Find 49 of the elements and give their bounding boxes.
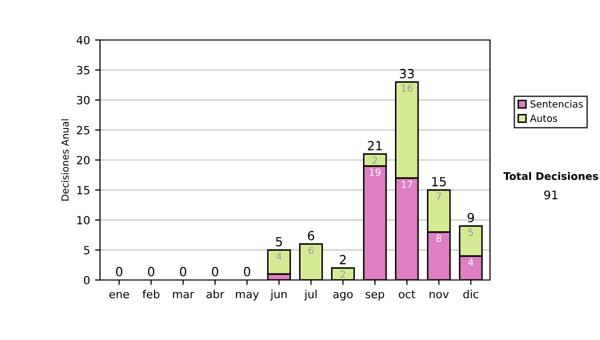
data-label: 4 <box>468 258 474 266</box>
x-tick-label: ene <box>109 292 129 298</box>
data-label: 5 <box>468 228 474 236</box>
total-label: 21 <box>368 140 382 150</box>
y-tick-label: 40 <box>76 36 90 44</box>
total-label: 15 <box>432 177 446 186</box>
total-label: 0 <box>180 266 186 276</box>
data-label: 7 <box>436 192 442 200</box>
total-label: 6 <box>308 230 314 240</box>
data-label: 6 <box>308 246 314 254</box>
y-tick-label: 30 <box>76 96 90 104</box>
x-tick-label: oct <box>398 290 416 298</box>
total-label: 5 <box>276 237 282 246</box>
data-label: 2 <box>372 156 378 164</box>
y-tick-label: 0 <box>84 276 90 284</box>
total-label: 0 <box>244 266 250 276</box>
total-label: 9 <box>468 212 474 222</box>
y-tick-label: 15 <box>77 186 90 194</box>
x-tick-label: feb <box>142 290 160 298</box>
data-label: 17 <box>402 180 412 188</box>
y-tick-label: 25 <box>76 126 90 134</box>
data-label: 16 <box>402 84 412 92</box>
x-tick-label: may <box>236 292 259 300</box>
x-tick-label: dic <box>463 290 478 298</box>
total-label: 33 <box>400 68 414 78</box>
legend-label: Sentencias <box>530 100 583 108</box>
total-label: 0 <box>148 266 154 276</box>
data-label: 4 <box>276 252 282 260</box>
text: 91 <box>544 190 558 200</box>
total-label: 0 <box>116 266 122 276</box>
y-tick-label: 20 <box>76 156 90 164</box>
x-tick-label: nov <box>430 292 449 298</box>
text: Total Decisiones <box>503 172 598 180</box>
y-tick-label: 35 <box>76 66 90 74</box>
data-label: 19 <box>370 168 380 176</box>
legend-label: Autos <box>530 114 558 122</box>
y-axis-title: Decisiones Anual <box>61 119 69 201</box>
x-tick-label: mar <box>173 292 194 298</box>
data-label: 8 <box>436 234 442 242</box>
y-tick-label: 10 <box>77 216 90 224</box>
total-label: 2 <box>340 254 346 264</box>
y-tick-label: 5 <box>84 246 90 254</box>
total-label: 0 <box>212 266 218 276</box>
x-tick-label: ago <box>333 292 353 300</box>
x-tick-label: jul <box>304 290 317 300</box>
data-label: 2 <box>340 270 346 278</box>
x-tick-label: jun <box>270 290 287 300</box>
x-tick-label: abr <box>206 290 224 298</box>
x-tick-label: sep <box>366 292 384 300</box>
